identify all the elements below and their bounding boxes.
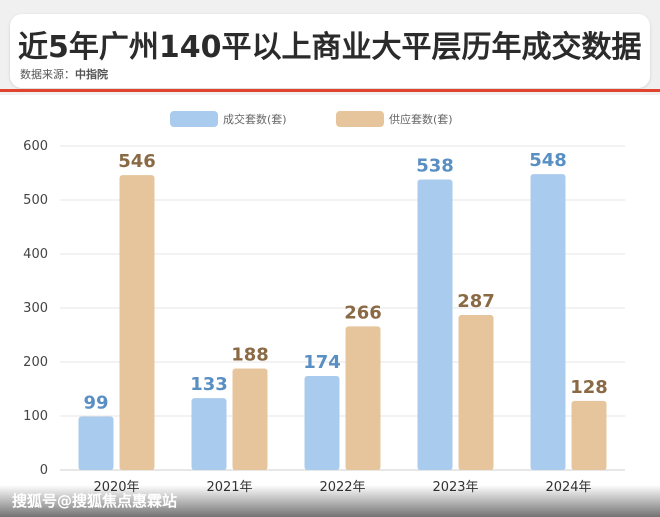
bar-deals (418, 179, 453, 470)
data-label: 99 (83, 393, 108, 414)
bar-chart: 0 100 200 300 400 500 600 99 546 133188 174 266 538… (0, 0, 660, 517)
bar-deals (79, 417, 114, 470)
legend: 成交套数(套) 供应套数(套) (170, 111, 453, 127)
data-label: 266 (344, 302, 382, 323)
bar-supply (459, 315, 494, 470)
bar-supply (572, 401, 607, 470)
y-tick-label: 400 (23, 247, 48, 262)
y-tick-label: 300 (23, 301, 48, 316)
bar-deals (192, 398, 227, 470)
legend-swatch (336, 111, 384, 127)
legend-label: 成交套数(套) (223, 112, 287, 126)
y-axis-ticks: 0 100 200 300 400 500 600 (23, 139, 48, 478)
footer-gradient: 搜狐号@搜狐焦点惠霖站 (0, 485, 660, 517)
y-tick-label: 0 (40, 463, 48, 478)
data-label: 546 (118, 151, 156, 172)
bar-deals (531, 174, 566, 470)
data-label: 548 (529, 150, 567, 171)
bar-deals (305, 376, 340, 470)
bar-supply (346, 326, 381, 470)
data-label: 188 (231, 344, 269, 365)
y-tick-label: 200 (23, 355, 48, 370)
bar-supply (233, 368, 268, 470)
y-tick-label: 600 (23, 139, 48, 154)
watermark-text: 搜狐号@搜狐焦点惠霖站 (12, 490, 177, 511)
y-tick-label: 100 (23, 409, 48, 424)
bar-supply (120, 175, 155, 470)
data-label: 287 (457, 291, 495, 312)
legend-label: 供应套数(套) (389, 112, 453, 126)
data-label: 538 (416, 155, 454, 176)
y-tick-label: 500 (23, 193, 48, 208)
data-label: 128 (570, 377, 608, 398)
legend-swatch (170, 111, 218, 127)
data-label: 133 (190, 374, 228, 395)
data-label: 174 (303, 352, 341, 373)
bars (79, 174, 607, 470)
